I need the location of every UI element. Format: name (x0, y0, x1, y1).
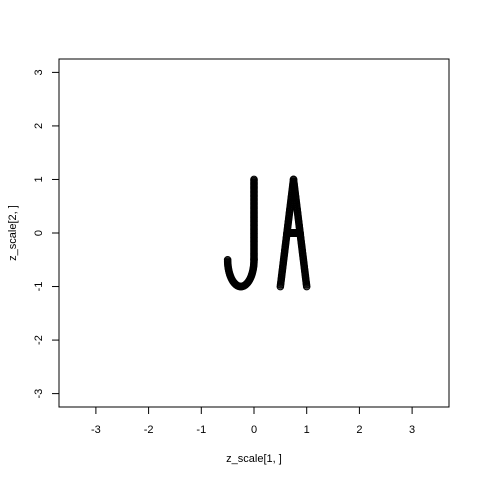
x-tick-label: 2 (356, 424, 362, 436)
y-tick-label: 2 (33, 123, 45, 129)
points-layer (223, 175, 311, 291)
y-tick-label: -1 (33, 282, 45, 292)
x-tick-label: -3 (91, 424, 101, 436)
y-tick-label: -3 (33, 389, 45, 399)
x-tick-label: -1 (196, 424, 206, 436)
y-tick-label: 3 (33, 69, 45, 75)
y-tick-label: 1 (33, 176, 45, 182)
y-axis-label: z_scale[2, ] (7, 205, 19, 261)
y-tick-label: -2 (33, 335, 45, 345)
x-tick-label: 3 (409, 424, 415, 436)
y-axis: -3 -2 -1 0 1 2 3 (33, 69, 59, 399)
y-tick-label: 0 (33, 230, 45, 236)
x-tick-label: 0 (251, 424, 257, 436)
data-point (302, 282, 311, 291)
x-tick-label: 1 (304, 424, 310, 436)
data-point (296, 229, 304, 237)
x-axis: -3 -2 -1 0 1 2 3 (91, 407, 415, 436)
data-point (250, 255, 258, 264)
x-axis-label: z_scale[1, ] (226, 453, 282, 465)
x-tick-label: -2 (144, 424, 154, 436)
